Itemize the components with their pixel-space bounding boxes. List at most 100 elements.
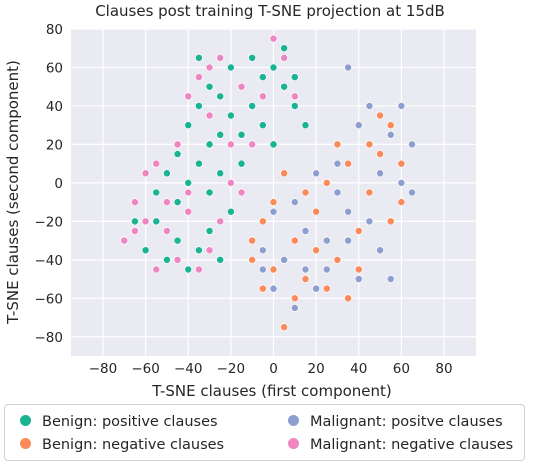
scatter-point-series-0: [258, 121, 267, 130]
scatter-point-series-3: [194, 73, 203, 82]
scatter-point-series-2: [376, 246, 385, 255]
scatter-point-series-1: [301, 188, 310, 197]
scatter-point-series-0: [248, 101, 257, 110]
legend-label-malignant-positive: Malignant: positve clauses: [310, 414, 503, 430]
scatter-point-series-3: [130, 198, 139, 207]
scatter-point-series-0: [226, 111, 235, 120]
y-tick-label: −40: [35, 253, 64, 269]
scatter-point-series-1: [301, 275, 310, 284]
y-tick-label: 20: [46, 137, 63, 153]
legend-label-benign-negative: Benign: negative clauses: [42, 437, 225, 453]
scatter-point-series-2: [280, 255, 289, 264]
scatter-point-series-0: [237, 130, 246, 139]
scatter-point-series-0: [141, 246, 150, 255]
scatter-point-series-1: [280, 323, 289, 332]
x-tick-label: −80: [89, 361, 118, 377]
scatter-point-series-3: [141, 169, 150, 178]
scatter-point-series-3: [226, 178, 235, 187]
x-tick-label: 80: [435, 361, 452, 377]
scatter-point-series-1: [258, 217, 267, 226]
scatter-point-series-1: [354, 265, 363, 274]
scatter-point-series-0: [184, 265, 193, 274]
scatter-point-series-1: [344, 159, 353, 168]
scatter-point-series-3: [162, 198, 171, 207]
scatter-point-series-0: [205, 82, 214, 91]
scatter-point-series-3: [258, 92, 267, 101]
scatter-point-series-2: [312, 169, 321, 178]
scatter-point-series-2: [333, 188, 342, 197]
scatter-point-series-2: [354, 121, 363, 130]
scatter-point-series-0: [216, 169, 225, 178]
scatter-point-series-3: [152, 159, 161, 168]
scatter-point-series-1: [322, 178, 331, 187]
scatter-point-series-0: [269, 63, 278, 72]
scatter-point-series-0: [205, 140, 214, 149]
scatter-point-series-1: [258, 284, 267, 293]
scatter-point-series-0: [301, 121, 310, 130]
scatter-point-series-1: [290, 236, 299, 245]
scatter-point-series-3: [269, 34, 278, 43]
scatter-point-series-0: [258, 73, 267, 82]
scatter-point-series-1: [365, 140, 374, 149]
scatter-point-series-1: [386, 217, 395, 226]
scatter-point-series-0: [194, 53, 203, 62]
scatter-point-series-2: [322, 265, 331, 274]
scatter-point-series-3: [248, 140, 257, 149]
y-tick-label: 0: [54, 176, 63, 192]
scatter-points: [120, 34, 417, 332]
scatter-point-series-1: [354, 227, 363, 235]
scatter-point-series-3: [290, 92, 299, 101]
scatter-point-series-0: [216, 92, 225, 101]
scatter-point-series-1: [312, 207, 321, 216]
scatter-point-series-3: [184, 188, 193, 197]
tsne-scatter-chart: −80 −60 −40 −20 0 20 40 60 80806040200−20−40−60−…: [4, 2, 476, 400]
y-tick-label: 60: [46, 60, 63, 76]
scatter-point-series-2: [258, 246, 267, 255]
scatter-point-series-0: [237, 159, 246, 168]
scatter-point-series-0: [173, 236, 182, 245]
scatter-point-series-2: [333, 159, 342, 168]
scatter-point-series-3: [237, 82, 246, 91]
scatter-point-series-0: [248, 53, 257, 62]
scatter-point-series-3: [226, 140, 235, 149]
scatter-point-series-2: [290, 303, 299, 312]
scatter-point-series-3: [173, 140, 182, 149]
scatter-point-series-1: [397, 159, 406, 168]
y-axis-label: T-SNE clauses (second component): [4, 60, 22, 325]
scatter-point-series-3: [173, 255, 182, 264]
scatter-point-series-2: [354, 275, 363, 284]
scatter-point-series-3: [120, 236, 129, 245]
scatter-point-series-2: [408, 188, 417, 197]
x-tick-label: −60: [131, 361, 160, 377]
scatter-point-series-3: [194, 265, 203, 274]
scatter-point-series-2: [258, 265, 267, 274]
scatter-point-series-0: [184, 178, 193, 187]
x-tick-label: 60: [393, 361, 410, 377]
scatter-point-series-3: [205, 111, 214, 120]
scatter-point-series-1: [365, 188, 374, 197]
scatter-point-series-1: [248, 236, 257, 245]
scatter-point-series-0: [130, 217, 139, 226]
y-tick-label: −20: [35, 214, 64, 230]
scatter-point-series-2: [344, 236, 353, 245]
scatter-point-series-0: [226, 63, 235, 72]
scatter-point-series-3: [141, 217, 150, 226]
legend-item-benign-negative: Benign: negative clauses: [19, 436, 224, 454]
scatter-point-series-1: [376, 150, 385, 158]
axis-ticks: −80 −60 −40 −20 0 20 40 60 80806040200−20−40−60−…: [35, 22, 453, 377]
scatter-point-series-0: [290, 73, 299, 82]
scatter-point-series-2: [312, 284, 321, 293]
scatter-point-series-1: [397, 198, 406, 207]
y-tick-label: 80: [46, 22, 63, 38]
scatter-point-series-2: [365, 101, 374, 110]
scatter-point-series-1: [312, 246, 321, 255]
x-tick-label: 0: [269, 361, 278, 377]
x-tick-label: −40: [174, 361, 203, 377]
scatter-point-series-2: [290, 198, 299, 207]
legend-marker-malignant-negative: [287, 436, 300, 450]
scatter-point-series-1: [269, 265, 278, 274]
scatter-point-series-2: [301, 265, 310, 274]
scatter-point-series-2: [301, 227, 310, 235]
scatter-point-series-0: [152, 188, 161, 197]
scatter-point-series-2: [344, 207, 353, 216]
